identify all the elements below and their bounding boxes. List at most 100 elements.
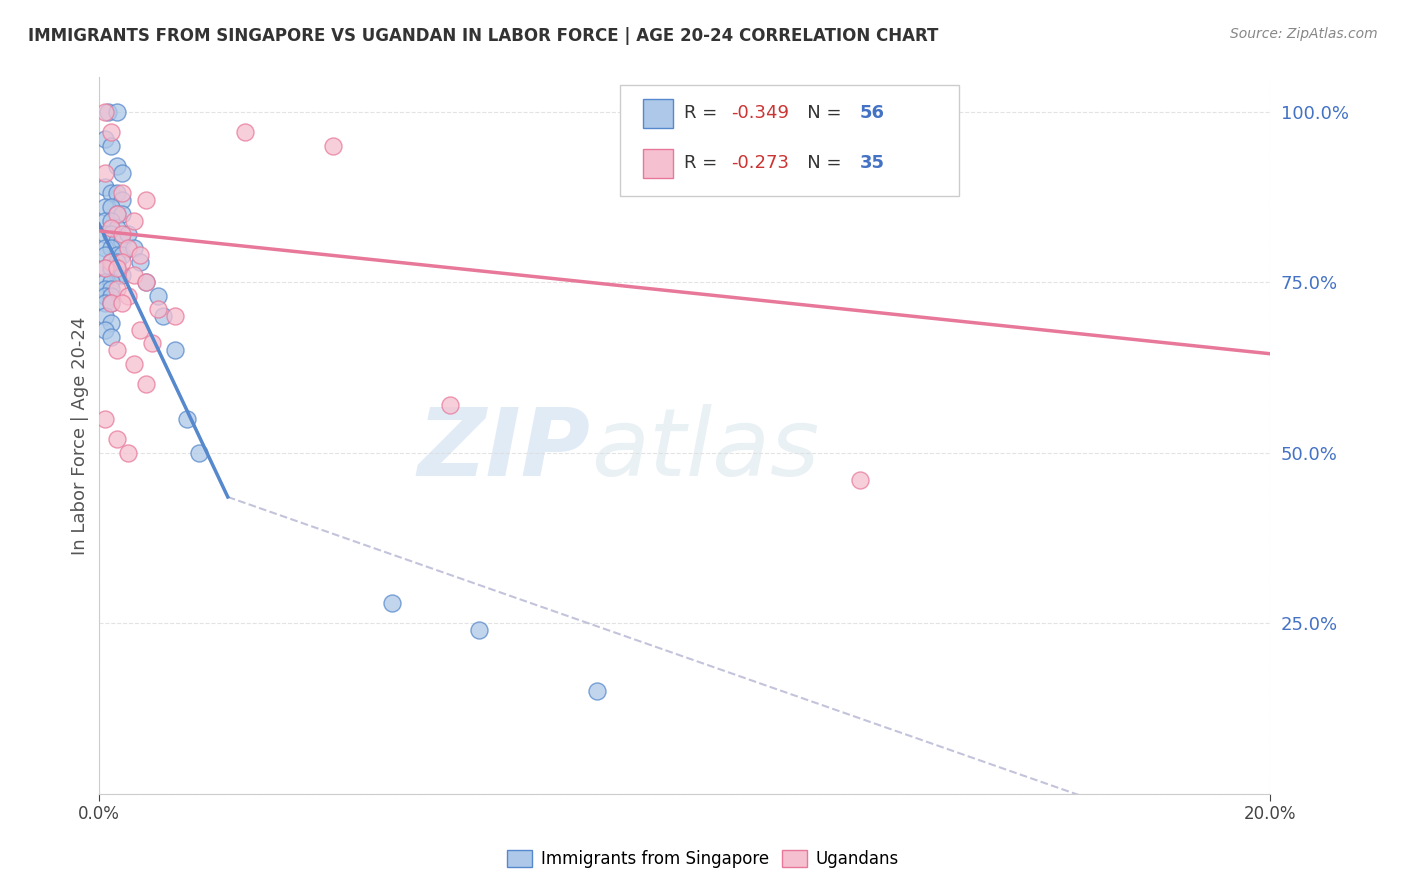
Point (439, 398, 461, 412)
Point (94, 248, 117, 262)
Point (94, 227, 117, 242)
FancyBboxPatch shape (620, 85, 959, 195)
Point (100, 289, 122, 303)
Point (111, 227, 134, 242)
Point (849, 473, 872, 487)
Point (100, 220, 122, 235)
Point (129, 254, 152, 268)
Point (94, 166, 117, 180)
Point (105, 186, 128, 201)
Point (111, 248, 134, 262)
Point (146, 289, 169, 303)
Point (94, 213, 117, 227)
Point (94, 411, 117, 425)
Point (94, 261, 117, 276)
Text: atlas: atlas (591, 404, 818, 495)
Point (94, 179, 117, 194)
Point (105, 207, 128, 221)
Point (94, 241, 117, 255)
Point (100, 316, 122, 330)
Point (94, 261, 117, 276)
Point (152, 309, 174, 323)
Text: N =: N = (790, 154, 846, 172)
Point (100, 254, 122, 268)
Point (122, 213, 145, 227)
Point (100, 254, 122, 268)
Point (94, 282, 117, 296)
Point (122, 268, 145, 283)
Point (111, 234, 134, 248)
Point (94, 200, 117, 214)
FancyBboxPatch shape (644, 99, 672, 128)
Point (233, 125, 256, 139)
Point (135, 275, 157, 289)
Point (100, 282, 122, 296)
Point (105, 254, 128, 268)
Text: -0.273: -0.273 (731, 154, 789, 172)
Point (105, 248, 128, 262)
Text: N =: N = (790, 104, 846, 122)
Legend: Immigrants from Singapore, Ugandans: Immigrants from Singapore, Ugandans (501, 843, 905, 875)
Point (111, 254, 134, 268)
Point (105, 104, 128, 119)
Point (105, 220, 128, 235)
Point (117, 241, 139, 255)
Point (105, 207, 128, 221)
Point (100, 261, 122, 276)
Point (111, 166, 134, 180)
Point (94, 104, 117, 119)
Text: R =: R = (685, 154, 723, 172)
Point (585, 684, 607, 698)
Point (100, 125, 122, 139)
Point (94, 309, 117, 323)
Point (117, 289, 139, 303)
Point (100, 186, 122, 201)
Point (135, 193, 157, 207)
FancyBboxPatch shape (644, 149, 672, 178)
Text: R =: R = (685, 104, 723, 122)
Point (187, 445, 209, 459)
Point (94, 295, 117, 310)
Point (105, 268, 128, 283)
Point (129, 248, 152, 262)
Text: 56: 56 (860, 104, 884, 122)
Point (94, 275, 117, 289)
Point (111, 268, 134, 283)
Point (111, 186, 134, 201)
Point (146, 302, 169, 317)
Point (322, 138, 344, 153)
Point (117, 445, 139, 459)
Point (135, 377, 157, 392)
Point (100, 329, 122, 343)
Text: 35: 35 (860, 154, 884, 172)
Point (111, 193, 134, 207)
Point (111, 207, 134, 221)
Point (97, 104, 120, 119)
Point (94, 132, 117, 146)
Point (100, 138, 122, 153)
Point (117, 227, 139, 242)
Y-axis label: In Labor Force | Age 20-24: In Labor Force | Age 20-24 (72, 317, 89, 555)
Point (468, 623, 491, 637)
Point (105, 432, 128, 446)
Point (122, 357, 145, 371)
Point (100, 295, 122, 310)
Text: -0.349: -0.349 (731, 104, 789, 122)
Point (105, 234, 128, 248)
Point (100, 275, 122, 289)
Point (105, 159, 128, 173)
Point (141, 336, 163, 351)
Point (94, 289, 117, 303)
Point (100, 241, 122, 255)
Text: ZIP: ZIP (418, 404, 591, 496)
Point (105, 282, 128, 296)
Point (105, 261, 128, 276)
Point (100, 213, 122, 227)
Point (122, 241, 145, 255)
Point (100, 200, 122, 214)
Text: Source: ZipAtlas.com: Source: ZipAtlas.com (1230, 27, 1378, 41)
Point (94, 323, 117, 337)
Point (381, 596, 404, 610)
Text: IMMIGRANTS FROM SINGAPORE VS UGANDAN IN LABOR FORCE | AGE 20-24 CORRELATION CHAR: IMMIGRANTS FROM SINGAPORE VS UGANDAN IN … (28, 27, 938, 45)
Point (100, 227, 122, 242)
